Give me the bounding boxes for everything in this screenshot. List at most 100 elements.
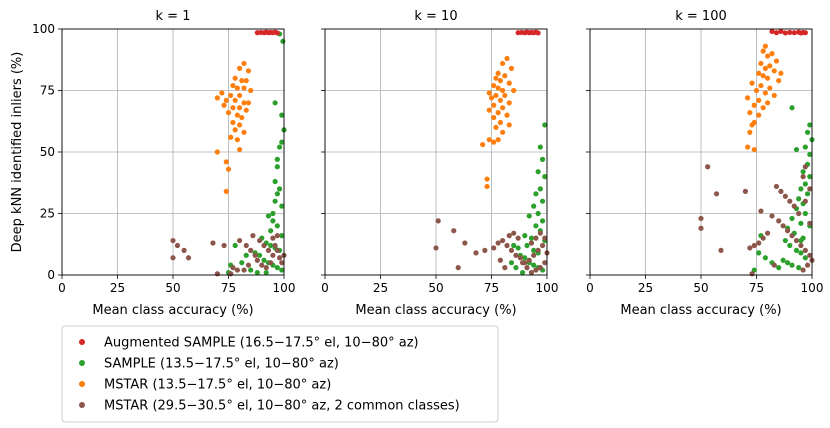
point-mstar2: [259, 262, 265, 268]
point-mstar2: [254, 257, 260, 263]
legend-label-mstar: MSTAR (13.5−17.5° el, 10−80° az): [104, 378, 331, 393]
x-tick-label: 25: [373, 281, 388, 295]
point-sample: [802, 144, 808, 150]
x-tick-label: 75: [221, 281, 236, 295]
point-mstar2: [268, 260, 274, 266]
point-mstar: [767, 63, 773, 69]
point-mstar2: [780, 223, 786, 229]
point-sample: [542, 122, 548, 128]
x-axis-label: Mean class accuracy (%): [92, 303, 253, 318]
point-sample: [513, 265, 519, 271]
point-mstar2: [279, 260, 285, 266]
x-tick-label: 0: [58, 281, 66, 295]
point-sample: [807, 122, 813, 128]
point-mstar: [237, 105, 243, 111]
point-sample: [804, 129, 811, 135]
point-mstar: [214, 149, 220, 155]
point-mstar2: [787, 198, 793, 204]
point-mstar: [504, 112, 510, 118]
point-mstar2: [769, 213, 775, 219]
legend-frame: [61, 325, 499, 423]
x-tick-label: 25: [638, 281, 653, 295]
point-mstar: [228, 92, 234, 99]
point-sample: [807, 174, 813, 180]
point-sample: [511, 242, 517, 249]
point-sample: [274, 265, 280, 271]
x-tick-label: 25: [110, 281, 125, 295]
point-sample: [526, 213, 532, 219]
point-mstar2: [793, 237, 800, 244]
point-sample: [789, 215, 795, 222]
point-mstar: [500, 87, 506, 94]
point-sample: [261, 257, 267, 263]
point-mstar: [237, 92, 243, 99]
point-mstar: [234, 112, 240, 118]
point-mstar2: [513, 252, 519, 258]
point-mstar: [241, 129, 247, 135]
point-mstar2: [497, 257, 503, 263]
panel-title: k = 10: [414, 9, 457, 24]
point-mstar2: [519, 260, 526, 266]
point-sample: [279, 112, 285, 118]
panel-3: 0 25 50 75 100 k = 100 Mean class accuracy (%): [586, 9, 823, 318]
point-mstar: [747, 129, 753, 135]
point-mstar: [506, 122, 512, 128]
point-aug: [782, 30, 788, 36]
point-sample: [802, 210, 808, 217]
point-mstar2: [435, 218, 441, 224]
point-mstar: [511, 87, 517, 94]
point-sample: [263, 269, 269, 276]
point-sample: [256, 252, 263, 258]
point-mstar2: [185, 255, 192, 261]
point-mstar: [241, 100, 247, 106]
panel-title: k = 100: [675, 9, 727, 24]
point-mstar2: [210, 240, 216, 246]
point-mstar: [493, 75, 499, 81]
point-mstar2: [533, 267, 539, 273]
point-mstar: [749, 122, 755, 128]
x-axis-label: Mean class accuracy (%): [355, 303, 516, 318]
point-mstar2: [718, 247, 724, 253]
point-mstar2: [515, 235, 521, 241]
point-sample: [539, 218, 546, 224]
point-mstar: [506, 80, 512, 86]
point-mstar: [491, 82, 497, 89]
point-mstar2: [528, 240, 535, 246]
x-tick-label: 100: [273, 281, 296, 295]
point-mstar2: [517, 255, 523, 261]
x-tick-label: 0: [321, 281, 329, 295]
x-tick-label: 75: [484, 281, 499, 295]
point-mstar: [486, 90, 492, 96]
point-mstar2: [802, 198, 808, 204]
legend-label-mstar2: MSTAR (29.5−30.5° el, 10−80° az, 2 commo…: [104, 399, 460, 414]
point-mstar: [773, 58, 780, 64]
point-mstar: [221, 102, 227, 108]
point-mstar: [767, 85, 773, 91]
point-mstar: [480, 142, 486, 148]
legend: Augmented SAMPLE (16.5−17.5° el, 10−80° …: [61, 325, 499, 423]
point-mstar2: [243, 242, 249, 249]
point-mstar: [762, 90, 768, 96]
point-mstar: [508, 65, 515, 71]
point-aug: [791, 30, 797, 36]
point-sample: [276, 144, 283, 150]
y-axis-label: Deep kNN identified inliers (%): [10, 52, 25, 253]
point-mstar2: [508, 247, 515, 253]
point-mstar: [758, 82, 764, 89]
point-mstar2: [776, 218, 782, 224]
point-mstar: [495, 137, 501, 143]
point-sample: [535, 169, 541, 175]
point-mstar2: [473, 250, 479, 256]
point-mstar: [502, 92, 508, 99]
point-mstar2: [170, 255, 176, 261]
point-mstar: [248, 87, 254, 94]
point-sample: [272, 178, 278, 185]
point-mstar: [484, 176, 490, 182]
point-mstar2: [804, 262, 811, 268]
point-mstar2: [230, 265, 236, 271]
y-tick-label: 100: [32, 22, 55, 36]
point-mstar2: [241, 267, 247, 273]
point-mstar2: [713, 191, 720, 197]
point-mstar2: [274, 233, 280, 239]
point-sample: [793, 146, 800, 153]
